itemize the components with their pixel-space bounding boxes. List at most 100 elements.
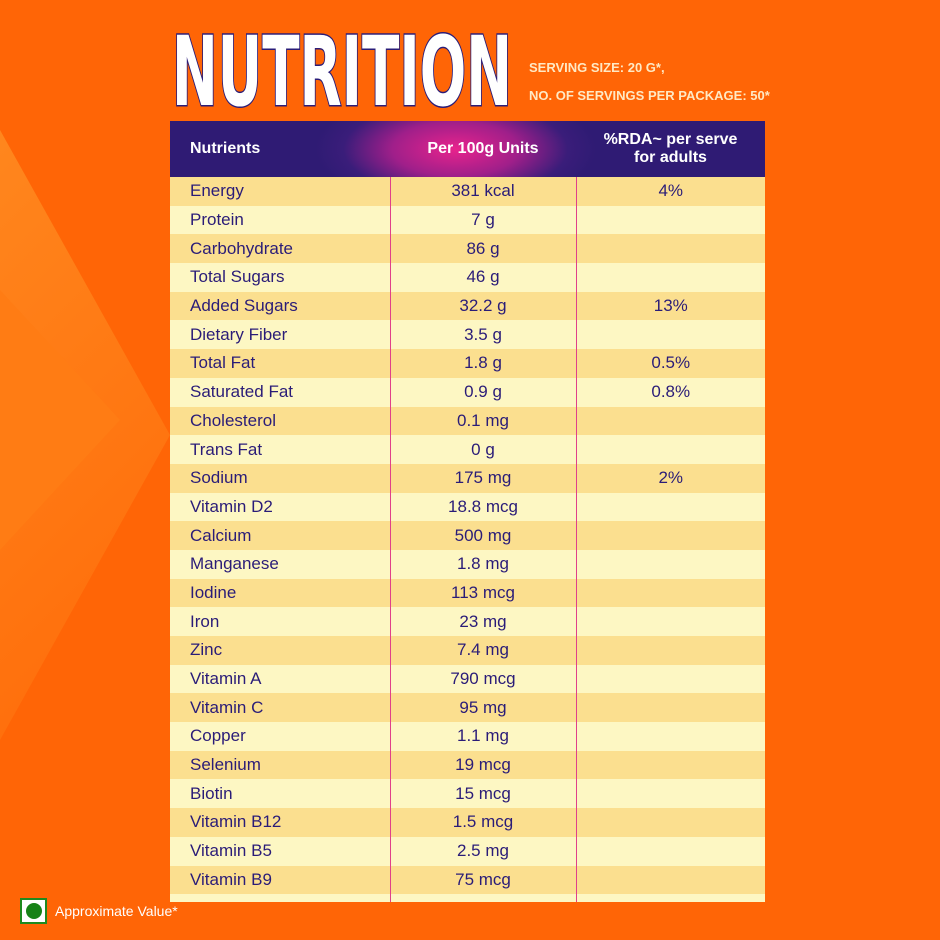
nutrient-name: Calcium: [190, 525, 252, 545]
rda-value: [575, 205, 765, 235]
table-row: Manganese 1.8 mg: [170, 549, 765, 579]
nutrient-name: Sodium: [190, 468, 248, 488]
per-100g-value: 1.8 mg: [389, 549, 576, 579]
nutrient-name: Vitamin B5: [190, 841, 272, 861]
nutrient-name: Zinc: [190, 640, 223, 660]
table-row: Protein 7 g: [170, 205, 765, 235]
per-100g-value: 1.8 g: [389, 349, 576, 378]
table-row: Vitamin C 95 mg: [170, 693, 765, 723]
nutrient-name: Protein: [190, 210, 244, 230]
nutrient-name: Selenium: [190, 755, 261, 775]
nutrient-name: Vitamin A: [190, 669, 262, 689]
table-row: Iodine 113 mcg: [170, 578, 765, 608]
rda-value: [575, 808, 765, 837]
per-100g-value: 1.1 mg: [389, 722, 576, 751]
table-row: Copper 1.1 mg: [170, 722, 765, 751]
per-100g-value: 46 g: [389, 263, 576, 292]
per-100g-value: 790 mcg: [389, 664, 576, 694]
nutrient-name: Total Sugars: [190, 267, 285, 287]
per-100g-value: 500 mg: [389, 521, 576, 550]
rda-value: [575, 234, 765, 264]
table-row: Sodium 175 mg 2%: [170, 463, 765, 493]
table-row: Added Sugars 32.2 g 13%: [170, 291, 765, 321]
rda-value: [575, 865, 765, 895]
per-100g-value: 95 mg: [389, 693, 576, 723]
rda-value: [575, 750, 765, 780]
per-100g-value: 2.5 mg: [389, 836, 576, 866]
table-row: Dietary Fiber 3.5 g: [170, 320, 765, 350]
rda-value: 0.8%: [575, 377, 765, 407]
table-row: Vitamin B9 75 mcg: [170, 865, 765, 895]
per-100g-value: 0 g: [389, 435, 576, 464]
table-row: Carbohydrate 86 g: [170, 234, 765, 264]
table-row: Zinc 7.4 mg: [170, 636, 765, 665]
header-nutrients: Nutrients: [190, 140, 261, 157]
servings-per-package: NO. OF SERVINGS PER PACKAGE: 50*: [529, 88, 770, 103]
footnote-label: Approximate Value*: [55, 903, 178, 919]
rda-value: [575, 664, 765, 694]
nutrient-name: Iron: [190, 611, 220, 631]
table-row: Vitamin B5 2.5 mg: [170, 836, 765, 866]
table-row: Total Sugars 46 g: [170, 263, 765, 292]
per-100g-value: 3.5 g: [389, 320, 576, 350]
nutrient-name: Added Sugars: [190, 296, 298, 316]
table-row: Total Fat 1.8 g 0.5%: [170, 349, 765, 378]
nutrient-name: Saturated Fat: [190, 382, 294, 402]
rda-value: [575, 693, 765, 723]
per-100g-value: 15 mcg: [389, 779, 576, 809]
table-end-cell: [389, 894, 576, 903]
footnote: Approximate Value*: [20, 898, 178, 924]
per-100g-value: 175 mg: [389, 463, 576, 493]
rda-value: [575, 320, 765, 350]
table-row: Iron 23 mg: [170, 607, 765, 636]
nutrient-name: Vitamin D2: [190, 496, 273, 516]
rda-value: [575, 435, 765, 464]
nutrient-name: Carbohydrate: [190, 238, 294, 258]
nutrient-name: Vitamin B9: [190, 869, 272, 889]
rda-value: 0.5%: [575, 349, 765, 378]
veg-mark-icon: [20, 898, 47, 924]
per-100g-value: 18.8 mcg: [389, 492, 576, 522]
header-rda: %RDA~ per serve for adults: [603, 131, 738, 166]
nutrient-name: Iodine: [190, 582, 237, 602]
nutrient-name: Cholesterol: [190, 410, 276, 430]
per-100g-value: 1.5 mcg: [389, 808, 576, 837]
table-row: Selenium 19 mcg: [170, 750, 765, 780]
nutrient-name: Energy: [190, 181, 244, 201]
nutrient-name: Biotin: [190, 783, 233, 803]
table-header: Nutrients Per 100g Units %RDA~ per serve…: [170, 121, 765, 177]
per-100g-value: 7.4 mg: [389, 636, 576, 665]
table-end-cell: [170, 894, 390, 902]
table-end-cell: [575, 894, 765, 903]
rda-value: [575, 263, 765, 292]
nutrient-name: Dietary Fiber: [190, 324, 288, 344]
rda-value: [575, 492, 765, 522]
rda-value: [575, 549, 765, 579]
serving-size: SERVING SIZE: 20 G*,: [529, 60, 665, 75]
nutrient-name: Total Fat: [190, 353, 256, 373]
per-100g-value: 23 mg: [389, 607, 576, 636]
nutrient-name: Manganese: [190, 554, 279, 574]
rda-value: [575, 636, 765, 665]
nutrition-table: Nutrients Per 100g Units %RDA~ per serve…: [170, 121, 765, 903]
page-title: NUTRITION: [171, 24, 514, 108]
table-row: Cholesterol 0.1 mg: [170, 406, 765, 436]
table-row: Energy 381 kcal 4%: [170, 177, 765, 206]
table-end-strip: [170, 894, 765, 903]
table-row: Calcium 500 mg: [170, 521, 765, 550]
per-100g-value: 32.2 g: [389, 291, 576, 321]
nutrient-name: Trans Fat: [190, 439, 263, 459]
rda-value: [575, 578, 765, 608]
per-100g-value: 86 g: [389, 234, 576, 264]
per-100g-value: 381 kcal: [389, 177, 576, 206]
rda-value: 13%: [575, 291, 765, 321]
per-100g-value: 19 mcg: [389, 750, 576, 780]
per-100g-value: 0.1 mg: [389, 406, 576, 436]
rda-value: [575, 779, 765, 809]
per-100g-value: 0.9 g: [389, 377, 576, 407]
per-100g-value: 75 mcg: [389, 865, 576, 895]
table-row: Biotin 15 mcg: [170, 779, 765, 809]
per-100g-value: 113 mcg: [389, 578, 576, 608]
rda-value: [575, 836, 765, 866]
rda-value: 2%: [575, 463, 765, 493]
